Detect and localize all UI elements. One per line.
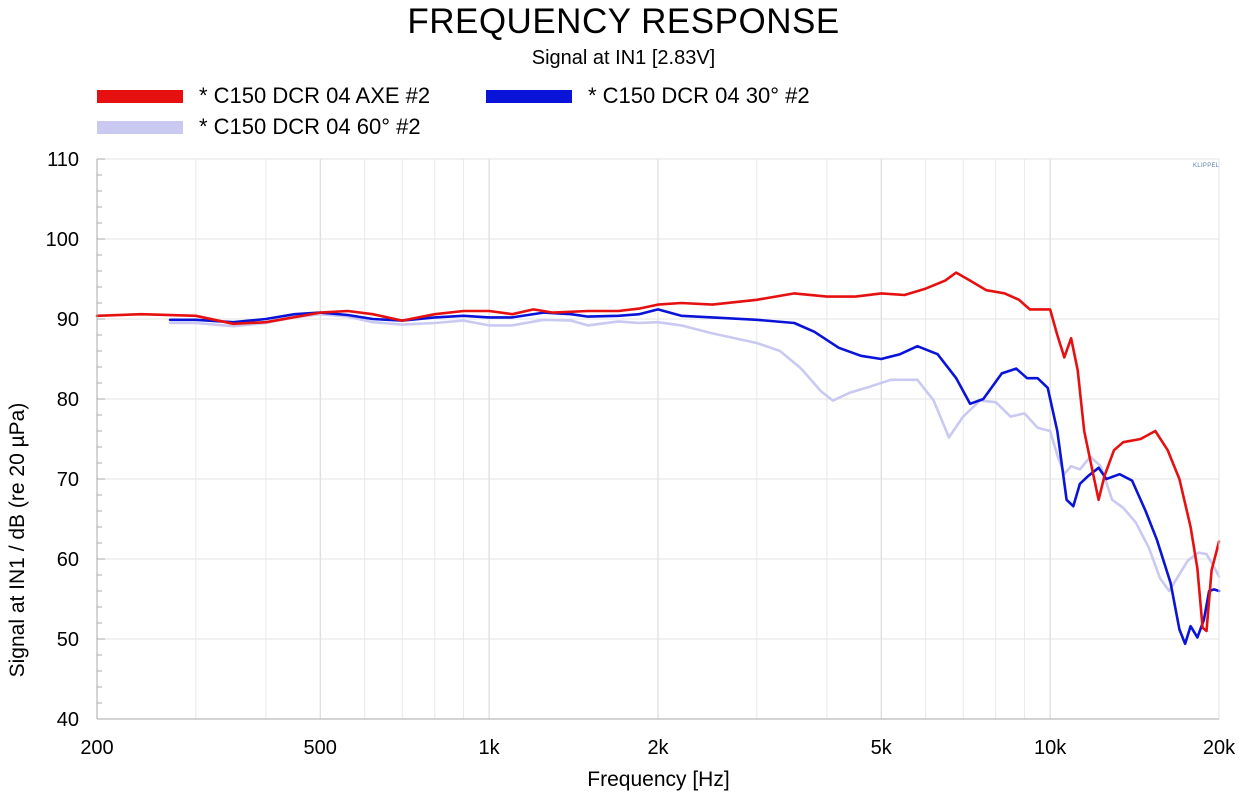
y-tick-label: 70 [57,469,79,491]
legend-swatch-axe [97,89,183,103]
series-line-2 [168,312,1221,593]
x-tick-label: 500 [304,737,337,759]
x-tick-label: 1k [479,737,501,759]
y-tick-label: 50 [57,629,79,651]
legend-label-60deg: * C150 DCR 04 60° #2 [199,114,421,139]
x-tick-label: 10k [1034,737,1067,759]
chart-title: FREQUENCY RESPONSE [407,2,840,41]
axes [96,158,1220,720]
x-tick-label: 200 [80,737,113,759]
y-axis-label: Signal at IN1 / dB (re 20 µPa) [6,402,29,678]
x-tick-label: 2k [647,737,669,759]
y-tick-label: 60 [57,549,79,571]
series-line-1 [168,308,1221,646]
series-line-0 [95,271,1221,633]
legend-entry-axe: * C150 DCR 04 AXE #2 [97,83,430,109]
legend-label-30deg: * C150 DCR 04 30° #2 [588,83,810,108]
chart-subtitle: Signal at IN1 [2.83V] [531,47,716,69]
legend-entry-60deg: * C150 DCR 04 60° #2 [97,114,421,140]
legend-swatch-60deg [97,120,183,134]
y-tick-label: 110 [47,149,79,171]
y-tick-label: 80 [57,389,79,411]
x-tick-label: 20k [1203,737,1236,759]
y-tick-label: 100 [46,229,79,251]
y-tick-label: 40 [57,709,79,731]
klippel-logo: KLIPPEL [1193,163,1220,169]
legend-swatch-30deg [486,89,572,103]
legend-entry-30deg: * C150 DCR 04 30° #2 [486,83,810,109]
tick-labels: 40 50 60 70 80 90 100 110 200 500 1k 2k 5k 10k 20k [46,149,1236,759]
x-axis-label: Frequency [Hz] [587,768,730,791]
y-tick-label: 90 [57,309,79,331]
legend-label-axe: * C150 DCR 04 AXE #2 [199,83,431,108]
series-group [95,271,1221,646]
grid [97,159,1219,719]
x-tick-label: 5k [871,737,893,759]
